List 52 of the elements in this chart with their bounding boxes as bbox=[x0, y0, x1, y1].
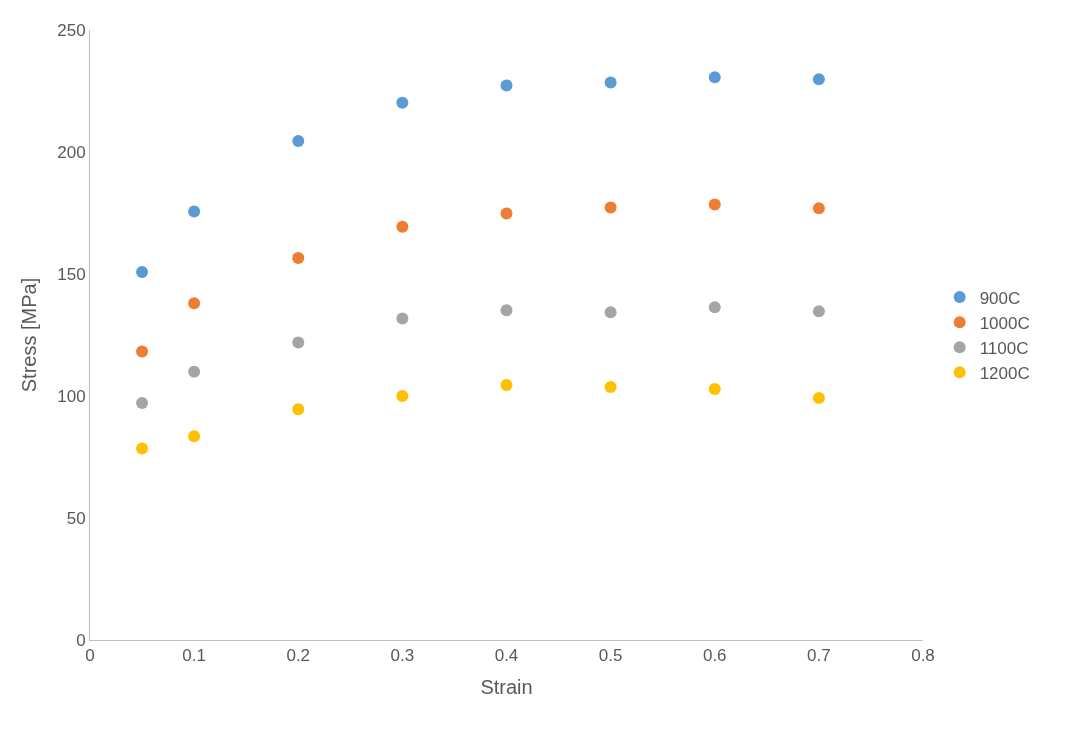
point bbox=[500, 304, 513, 317]
y-axis-title: Stress [MPa] bbox=[17, 277, 40, 393]
y-tick-label: 0 bbox=[76, 630, 86, 650]
point bbox=[188, 297, 201, 310]
y-tick-label: 200 bbox=[57, 142, 86, 162]
point bbox=[708, 198, 721, 211]
point bbox=[292, 336, 305, 349]
point bbox=[396, 96, 409, 109]
y-tick-label: 50 bbox=[66, 508, 86, 528]
legend-label: 900C bbox=[979, 288, 1021, 308]
point bbox=[604, 201, 617, 214]
point bbox=[812, 391, 825, 404]
point bbox=[604, 76, 617, 89]
y-tick-label: 150 bbox=[57, 264, 86, 284]
x-tick-label: 0.8 bbox=[911, 646, 935, 666]
point bbox=[292, 135, 305, 148]
legend-label: 1100C bbox=[979, 338, 1029, 358]
x-tick-label: 0.4 bbox=[494, 646, 519, 666]
point bbox=[136, 345, 149, 358]
point bbox=[292, 403, 305, 416]
point bbox=[812, 305, 825, 318]
y-tick-label: 250 bbox=[57, 20, 86, 40]
x-tick-label: 0.7 bbox=[807, 646, 831, 666]
x-tick-label: 0.5 bbox=[598, 646, 623, 666]
point bbox=[812, 73, 825, 86]
legend-label: 1200C bbox=[979, 363, 1030, 383]
x-tick-label: 0.2 bbox=[286, 646, 311, 666]
point bbox=[500, 379, 513, 392]
point bbox=[396, 312, 409, 325]
point bbox=[136, 442, 149, 455]
point bbox=[708, 301, 721, 314]
x-tick-label: 0.6 bbox=[702, 646, 727, 666]
point bbox=[188, 205, 201, 218]
point bbox=[604, 306, 617, 319]
legend-label: 1000C bbox=[979, 313, 1030, 333]
point bbox=[500, 207, 513, 220]
y-tick-label: 100 bbox=[57, 386, 86, 406]
x-tick-label: 0.1 bbox=[182, 646, 206, 666]
point bbox=[188, 365, 201, 378]
point bbox=[136, 397, 149, 410]
point bbox=[292, 251, 305, 264]
point bbox=[188, 430, 201, 443]
point bbox=[500, 79, 513, 92]
x-tick-label: 0.3 bbox=[390, 646, 415, 666]
point bbox=[812, 202, 825, 215]
point bbox=[708, 71, 721, 84]
point bbox=[604, 380, 617, 393]
point bbox=[136, 266, 149, 279]
point bbox=[396, 390, 409, 402]
point bbox=[708, 382, 721, 395]
point bbox=[396, 220, 409, 233]
x-axis-title: Strain bbox=[480, 675, 533, 698]
